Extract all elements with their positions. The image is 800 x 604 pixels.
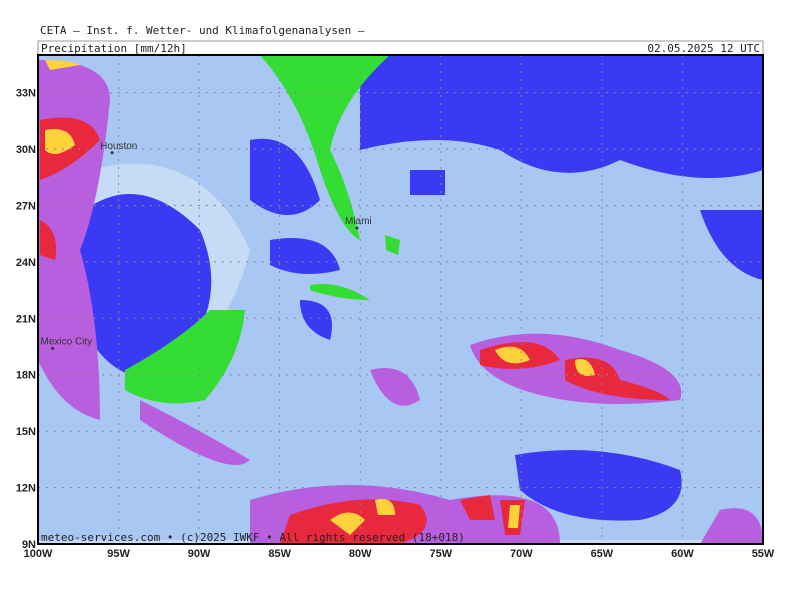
lat-tick-label: 24N <box>16 257 36 269</box>
lat-tick-label: 12N <box>16 483 36 495</box>
low-precip <box>78 194 212 376</box>
lat-tick-label: 27N <box>16 200 36 212</box>
land-green <box>125 235 400 404</box>
parameter-label: Precipitation [mm/12h] <box>41 42 187 55</box>
lon-tick-label: 55W <box>752 548 775 560</box>
lon-tick-label: 100W <box>24 548 53 560</box>
precipitation-field <box>38 55 763 544</box>
lat-tick-label: 15N <box>16 426 36 438</box>
lon-tick-label: 70W <box>510 548 533 560</box>
map-frame <box>37 54 764 545</box>
city-marker <box>355 226 359 230</box>
footer-credit: meteo-services.com • (c)2025 IWKF • All … <box>41 531 465 544</box>
land-green <box>260 55 390 240</box>
lat-tick-label: 30N <box>16 144 36 156</box>
city-label: Houston <box>100 141 137 152</box>
lon-tick-label: 60W <box>671 548 694 560</box>
city-label: Miami <box>345 216 372 227</box>
header-title: CETA – Inst. f. Wetter- und Klimafolgena… <box>40 24 365 37</box>
city-label: Mexico City <box>41 336 93 347</box>
lon-tick-label: 90W <box>188 548 211 560</box>
light-precip <box>38 55 763 540</box>
low-precip <box>410 170 763 521</box>
lon-tick-label: 80W <box>349 548 372 560</box>
lon-tick-label: 65W <box>591 548 614 560</box>
lat-tick-label: 33N <box>16 88 36 100</box>
lat-tick-label: 9N <box>22 539 36 551</box>
valid-time: 02.05.2025 12 UTC <box>647 42 760 55</box>
lon-tick-label: 95W <box>107 548 130 560</box>
lon-tick-label: 75W <box>429 548 452 560</box>
city-marker <box>51 346 54 350</box>
low-precip <box>360 55 763 178</box>
lon-tick-label: 85W <box>268 548 291 560</box>
lat-tick-label: 18N <box>16 370 36 382</box>
city-marker <box>110 151 114 155</box>
moderate-precip <box>140 333 682 465</box>
lat-tick-label: 21N <box>16 313 36 325</box>
low-precip <box>250 138 340 340</box>
